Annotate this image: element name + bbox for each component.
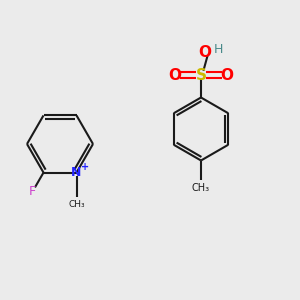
Text: O: O (198, 45, 211, 60)
Text: +: + (81, 162, 89, 172)
Text: O: O (220, 68, 233, 82)
Text: H: H (214, 43, 223, 56)
Text: F: F (29, 185, 36, 198)
Text: CH₃: CH₃ (68, 200, 85, 209)
Text: CH₃: CH₃ (192, 183, 210, 193)
Text: O: O (169, 68, 182, 82)
Text: N: N (71, 166, 82, 179)
Text: S: S (196, 68, 206, 82)
